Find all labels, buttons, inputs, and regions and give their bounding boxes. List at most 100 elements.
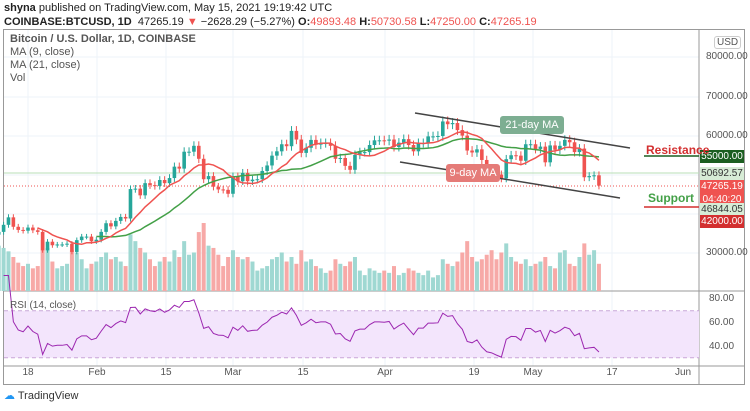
volume-bar [470, 257, 475, 291]
candle-body [450, 123, 455, 125]
volume-bar [421, 275, 426, 291]
legend-ma21[interactable]: MA (21, close) [10, 59, 81, 71]
candle-body [236, 176, 240, 182]
author-name[interactable]: shyna [4, 2, 36, 14]
volume-bar [206, 245, 211, 291]
candle-body [577, 148, 582, 153]
volume-bar [55, 268, 60, 291]
volume-bar [440, 259, 445, 291]
volume-bar [16, 262, 21, 291]
volume-bar [84, 268, 89, 291]
candle-body [558, 145, 562, 150]
volume-bar [567, 263, 572, 291]
close-value: 47265.19 [490, 16, 537, 28]
candle-body [592, 175, 596, 177]
high-label: H: [359, 16, 371, 28]
legend-rsi[interactable]: RSI (14, close) [10, 300, 77, 311]
candle-body [265, 165, 269, 171]
candle-body [206, 176, 211, 180]
volume-bar [60, 266, 65, 291]
low-value: 47250.00 [430, 16, 477, 28]
volume-bar [587, 254, 592, 291]
volume-bar [426, 270, 431, 291]
candle-body [94, 239, 99, 242]
candle-body [11, 217, 16, 227]
lower-trendline [399, 161, 621, 199]
volume-bar [392, 266, 396, 291]
volume-bar [313, 266, 318, 291]
volume-bar [450, 266, 455, 291]
volume-bar [572, 266, 577, 291]
volume-bar [489, 250, 494, 291]
symbol-ohlc: COINBASE:BTCUSD, 1D 47265.19 ▼ −2628.29 … [4, 16, 537, 28]
volume-bar [21, 266, 26, 291]
candle-body [60, 244, 64, 246]
legend-ma9[interactable]: MA (9, close) [10, 46, 75, 58]
volume-bar [460, 252, 465, 291]
resistance-price-tag: 55000.00 [700, 150, 744, 163]
candle-body [372, 140, 377, 146]
volume-bar [338, 263, 343, 291]
candle-body [353, 154, 357, 170]
volume-bar [377, 272, 382, 291]
candle-body [333, 145, 338, 159]
candle-body [226, 189, 230, 194]
chart-frame[interactable] [3, 29, 745, 385]
candle-body [35, 230, 40, 232]
volume-bar [499, 252, 504, 291]
candle-body [21, 229, 25, 231]
candle-body [109, 223, 113, 227]
price-tick: 80000.00 [706, 51, 748, 62]
ma21-annotation: 21-day MA [500, 116, 564, 134]
candle-body [50, 241, 55, 246]
legend-vol[interactable]: Vol [10, 72, 26, 84]
volume-bar [89, 263, 94, 291]
volume-bar [74, 252, 79, 291]
last-price-tag-value: 47265.19 [701, 181, 743, 192]
volume-bar [138, 247, 143, 291]
volume-bar [65, 263, 70, 291]
candle-body [216, 186, 221, 190]
candle-body [153, 185, 157, 187]
volume-bar [304, 261, 309, 291]
volume-bar [445, 263, 450, 291]
volume-bar [348, 261, 353, 291]
volume-bar [221, 266, 226, 291]
candle-body [114, 220, 118, 227]
candle-body [401, 139, 406, 143]
tradingview-logo[interactable]: ☁ TradingView [4, 389, 78, 402]
candle-body [543, 146, 548, 163]
volume-bar [387, 272, 392, 291]
candle-body [231, 176, 235, 194]
candle-body [201, 158, 206, 180]
candle-body [75, 240, 79, 252]
volume-bar [6, 251, 11, 291]
currency-button[interactable]: USD [714, 36, 742, 49]
volume-bar [191, 252, 196, 291]
volume-bar [514, 261, 518, 291]
volume-bar [284, 261, 289, 291]
volume-bar [465, 241, 470, 291]
candle-body [240, 172, 245, 182]
price-tick: 70000.00 [706, 91, 748, 102]
volume-bar [113, 257, 118, 291]
candle-body [392, 139, 396, 147]
rsi-tick: 80.00 [709, 293, 735, 304]
candle-body [70, 243, 74, 252]
volume-bar [201, 223, 206, 291]
candle-body [436, 135, 440, 137]
candle-body [123, 216, 128, 219]
volume-bar [289, 257, 294, 291]
time-tick: Jun [674, 367, 692, 378]
candle-body [348, 165, 352, 170]
time-tick: Mar [224, 367, 242, 378]
volume-bar [309, 259, 314, 291]
candle-body [182, 151, 186, 169]
candle-body [553, 145, 557, 150]
candle-body [314, 139, 318, 145]
volume-bar [152, 266, 157, 291]
volume-bar [196, 232, 201, 291]
candle-body [514, 155, 518, 157]
candle-body [104, 223, 108, 232]
